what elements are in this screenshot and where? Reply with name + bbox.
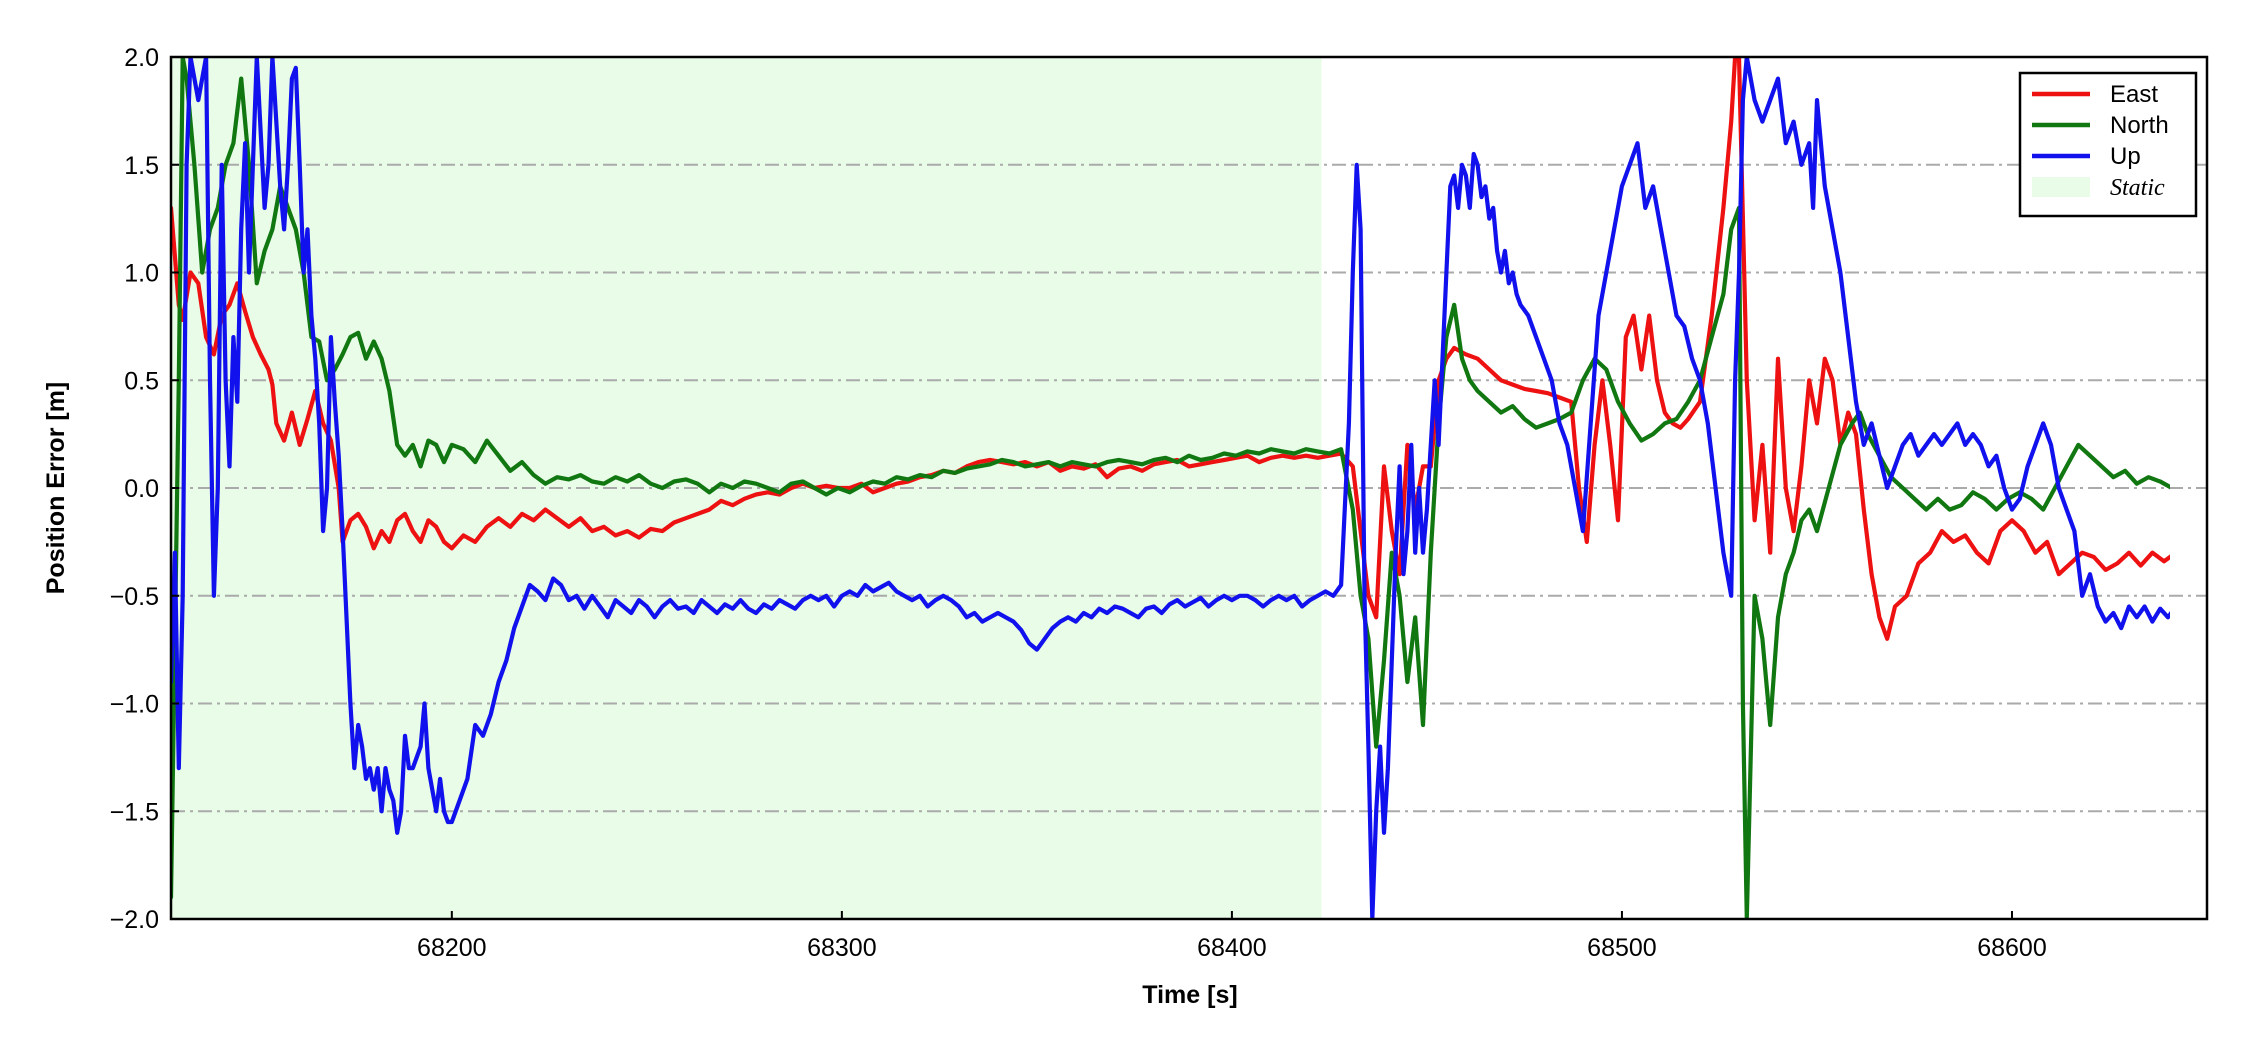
- x-axis-label: Time [s]: [1142, 981, 1237, 1009]
- x-tick-label: 68300: [807, 934, 877, 962]
- legend-label-static: Static: [2110, 175, 2165, 201]
- legend-label-up: Up: [2110, 143, 2141, 170]
- series-line-east: [171, 57, 2170, 641]
- y-axis-ticks: −2.0 −1.5 −1.0 −0.5 0.0 0.5 1.0 1.5 2.0: [110, 44, 179, 934]
- x-tick-label: 68500: [1587, 934, 1657, 962]
- y-tick-label: 1.0: [124, 260, 159, 288]
- y-tick-label: 1.5: [124, 152, 159, 180]
- legend-label-north: North: [2110, 112, 2169, 139]
- legend-label-east: East: [2110, 81, 2158, 108]
- y-tick-label: −0.5: [110, 583, 159, 611]
- series-line-north: [171, 57, 2170, 919]
- series-layer: [171, 57, 2170, 919]
- y-tick-label: −1.5: [110, 798, 159, 826]
- y-tick-label: 0.5: [124, 367, 159, 395]
- y-axis-label: Position Error [m]: [42, 382, 70, 595]
- y-tick-label: 2.0: [124, 44, 159, 72]
- legend: East North Up Static: [2018, 71, 2198, 218]
- y-tick-label: −2.0: [110, 906, 159, 934]
- x-tick-label: 68400: [1197, 934, 1267, 962]
- legend-swatch-static: [2032, 177, 2090, 197]
- y-tick-label: 0.0: [124, 475, 159, 503]
- x-axis-ticks: 68200 68300 68400 68500 68600: [417, 911, 2047, 962]
- series-line-up: [171, 57, 2170, 919]
- x-tick-label: 68600: [1977, 934, 2047, 962]
- grid-layer: [171, 163, 2207, 813]
- x-tick-label: 68200: [417, 934, 487, 962]
- y-tick-label: −1.0: [110, 691, 159, 719]
